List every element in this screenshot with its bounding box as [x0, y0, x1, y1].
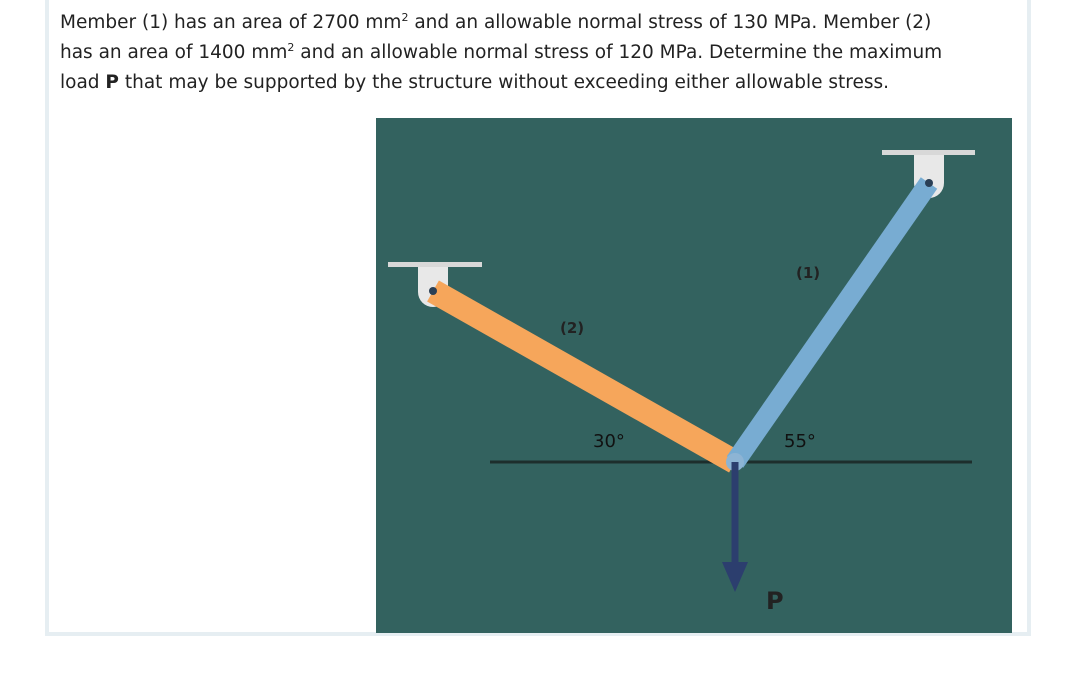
support-bar: [388, 262, 482, 267]
text: and an allowable normal stress of 120 MP…: [294, 42, 943, 63]
superscript: 2: [287, 40, 295, 54]
text: load: [60, 72, 106, 93]
pin: [925, 179, 933, 187]
member-label: (2): [560, 319, 584, 337]
member-1: [726, 177, 938, 468]
support-bar: [882, 150, 975, 155]
member-label: (1): [796, 264, 820, 282]
angle-label: 30°: [593, 431, 625, 452]
text: and an allowable normal stress of 130 MP…: [408, 12, 932, 33]
problem-text: Member (1) has an area of 2700 mm2 and a…: [60, 8, 1040, 98]
bold-text: P: [105, 72, 119, 93]
arrow-head: [722, 562, 748, 592]
angle-label: 55°: [784, 431, 816, 452]
member-2: [427, 280, 741, 473]
frame: [45, 0, 1031, 636]
load-label: P: [766, 587, 784, 615]
text: that may be supported by the structure w…: [118, 72, 890, 93]
superscript: 2: [401, 10, 409, 24]
pin: [429, 287, 437, 295]
text: has an area of 1400 mm: [60, 42, 288, 63]
text: Member (1) has an area of 2700 mm: [60, 12, 402, 33]
